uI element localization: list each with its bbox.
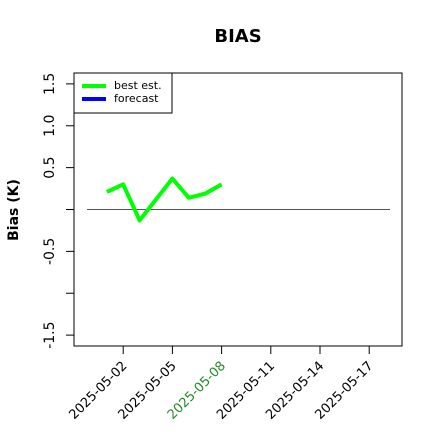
y-tick-label: 1.0 [42,115,58,137]
legend-label: forecast [114,92,159,105]
y-tick-label: -1.5 [42,321,58,348]
series-line [105,176,223,223]
y-tick-label: 1.5 [42,73,58,95]
legend-label: best est. [114,79,162,92]
y-axis-label: Bias (K) [6,179,22,241]
chart-title: BIAS [214,26,261,47]
legend-box [73,72,173,114]
y-tick-label: 0.5 [42,156,58,178]
y-tick-label: -0.5 [42,238,58,265]
